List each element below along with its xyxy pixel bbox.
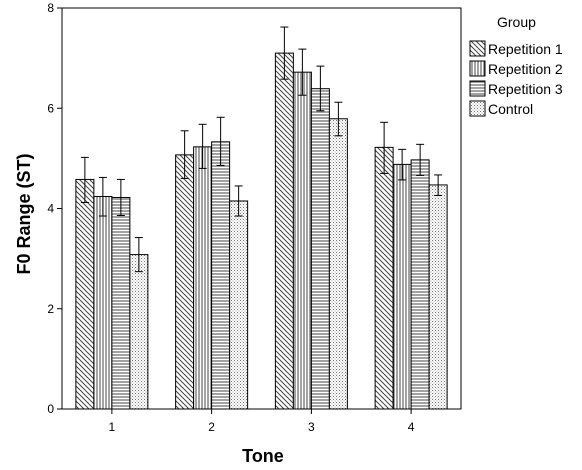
bar-repetition-3-tone-2 — [211, 141, 231, 410]
x-tick-label: 2 — [208, 420, 215, 434]
x-tick-label: 3 — [308, 420, 315, 434]
bar-repetition-2-tone-4 — [392, 163, 412, 410]
x-tick-label: 4 — [408, 420, 415, 434]
legend-swatch — [469, 60, 486, 77]
bar-repetition-3-tone-1 — [111, 196, 131, 410]
y-tick-label: 2 — [47, 302, 54, 316]
y-axis-title: F0 Range (ST) — [14, 153, 34, 274]
bar-repetition-2-tone-3 — [292, 71, 312, 410]
bar-control-tone-3 — [328, 118, 348, 410]
y-tick-label: 6 — [47, 101, 54, 115]
bar-control-tone-1 — [129, 254, 149, 410]
legend-label: Repetition 3 — [488, 81, 563, 97]
bar-repetition-1-tone-4 — [374, 146, 394, 410]
bar-repetition-1-tone-1 — [75, 178, 95, 410]
x-axis: 1 2 3 4 — [109, 409, 415, 434]
y-axis: 0 2 4 6 8 — [47, 1, 62, 416]
bar-repetition-3-tone-4 — [410, 159, 430, 410]
legend: Group Repetition 1 Repetition 2 Repetition… — [469, 14, 563, 117]
legend-label: Repetition 2 — [488, 61, 563, 77]
legend-swatch — [469, 100, 486, 117]
legend-swatch — [469, 80, 486, 97]
legend-label: Control — [488, 101, 533, 117]
x-tick-label: 1 — [109, 420, 116, 434]
bar-control-tone-2 — [229, 200, 249, 410]
legend-label: Repetition 1 — [488, 41, 563, 57]
legend-title: Group — [497, 14, 536, 30]
bar-repetition-1-tone-3 — [274, 52, 294, 410]
bar-control-tone-4 — [428, 184, 448, 410]
x-axis-title: Tone — [242, 446, 284, 466]
bar-repetition-2-tone-1 — [93, 195, 113, 410]
legend-swatch — [469, 40, 486, 57]
y-tick-label: 0 — [47, 402, 54, 416]
y-tick-label: 4 — [47, 202, 54, 216]
bar-repetition-3-tone-3 — [310, 88, 330, 410]
bar-repetition-1-tone-2 — [175, 154, 195, 410]
bar-series-group — [75, 52, 448, 410]
error-bar-group — [80, 26, 443, 273]
y-tick-label: 8 — [47, 1, 54, 15]
bar-repetition-2-tone-2 — [193, 146, 213, 410]
